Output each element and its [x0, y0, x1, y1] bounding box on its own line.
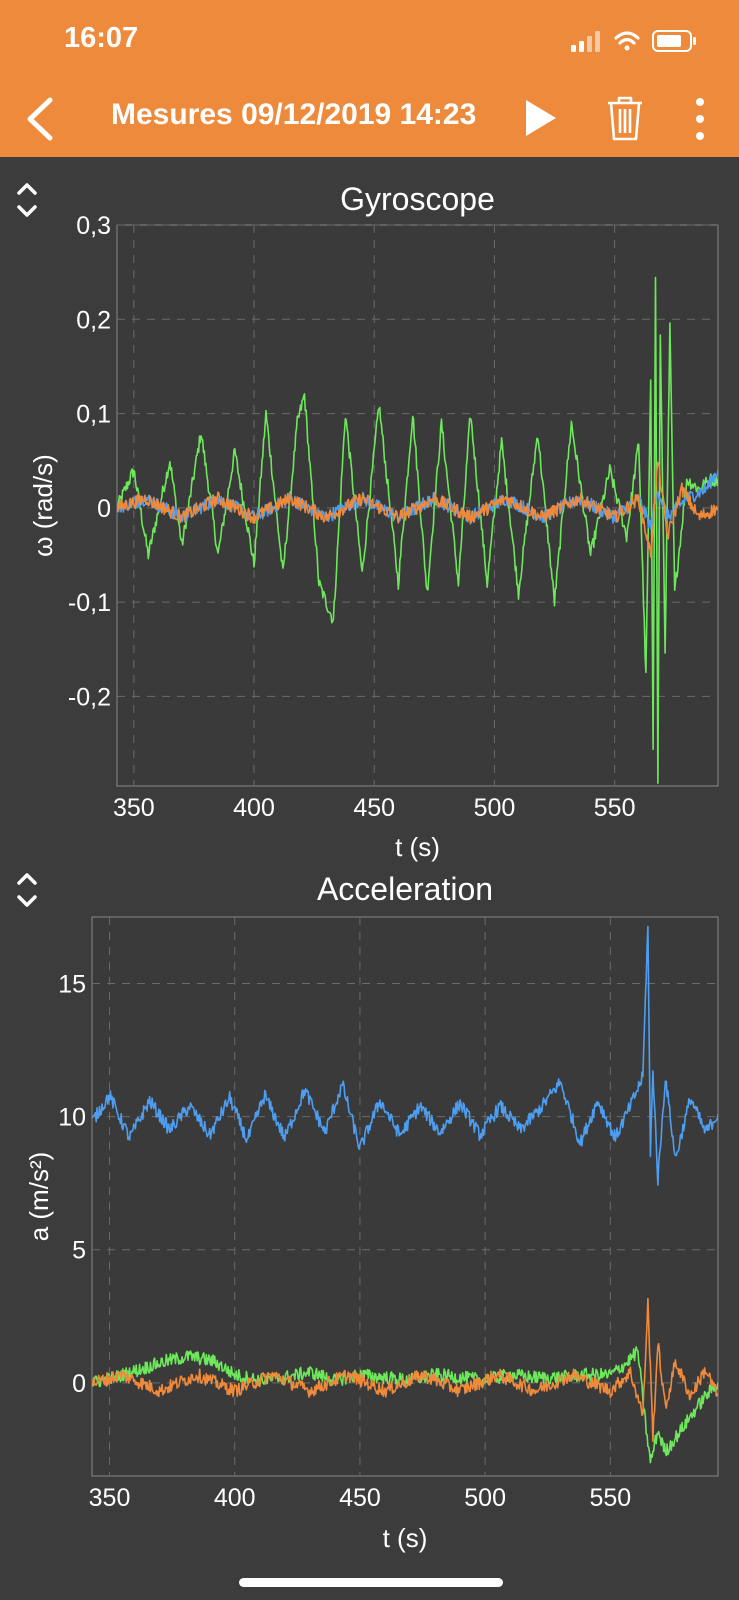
y-tick-label: 5: [72, 1237, 86, 1265]
play-icon[interactable]: [522, 98, 560, 138]
x-axis-label: t (s): [395, 832, 440, 862]
chart-title: Gyroscope: [340, 181, 495, 217]
y-tick-label: 0,1: [76, 401, 111, 429]
page-title: Mesures 09/12/2019 14:23: [111, 98, 477, 131]
series-line: [117, 461, 718, 558]
y-axis-label: a (m/s²): [24, 1152, 54, 1242]
y-tick-label: 15: [58, 971, 86, 999]
chevron-left-icon[interactable]: [18, 96, 62, 142]
more-vertical-icon[interactable]: [688, 96, 712, 142]
expand-collapse-icon[interactable]: [12, 870, 42, 910]
x-tick-label: 500: [474, 794, 516, 822]
series-line: [92, 1297, 718, 1443]
x-tick-label: 350: [113, 794, 155, 822]
acceleration-chart: Acceleration 350 400 450 500 550 15 10 5 0 t (s) a …: [24, 871, 719, 1553]
series-line: [117, 276, 718, 784]
x-tick-label: 400: [233, 794, 275, 822]
x-tick-label: 450: [353, 794, 395, 822]
chart-title: Acceleration: [317, 871, 493, 907]
trash-icon[interactable]: [606, 94, 644, 142]
x-axis-label: t (s): [383, 1523, 428, 1553]
app-header: 16:07 Mesures 09/12/2019 14:23: [0, 0, 739, 157]
battery-icon: [652, 30, 696, 52]
plot-area: [91, 916, 719, 1477]
y-tick-label: -0,2: [68, 683, 111, 711]
y-tick-label: 10: [58, 1104, 86, 1132]
x-tick-label: 400: [214, 1484, 256, 1512]
y-tick-label: 0,2: [76, 306, 111, 334]
y-axis-label: ω (rad/s): [28, 454, 58, 557]
home-indicator: [239, 1578, 503, 1587]
x-tick-label: 350: [89, 1484, 131, 1512]
signal-icon: [571, 31, 600, 52]
x-tick-label: 450: [339, 1484, 381, 1512]
y-tick-label: 0: [97, 495, 111, 523]
wifi-icon: [614, 31, 640, 51]
x-tick-label: 550: [589, 1484, 631, 1512]
x-tick-label: 550: [594, 794, 636, 822]
gyroscope-chart: Gyroscope 350 400 450 500 550 0,3 0,2 0,1 0 -0,1 -0…: [28, 181, 719, 862]
status-icons: [571, 30, 696, 52]
y-tick-label: -0,1: [68, 589, 111, 617]
series-line: [92, 925, 718, 1186]
x-tick-label: 500: [464, 1484, 506, 1512]
y-tick-label: 0: [72, 1370, 86, 1398]
y-tick-label: 0,3: [76, 212, 111, 240]
status-time: 16:07: [64, 22, 139, 54]
expand-collapse-icon[interactable]: [12, 180, 42, 220]
